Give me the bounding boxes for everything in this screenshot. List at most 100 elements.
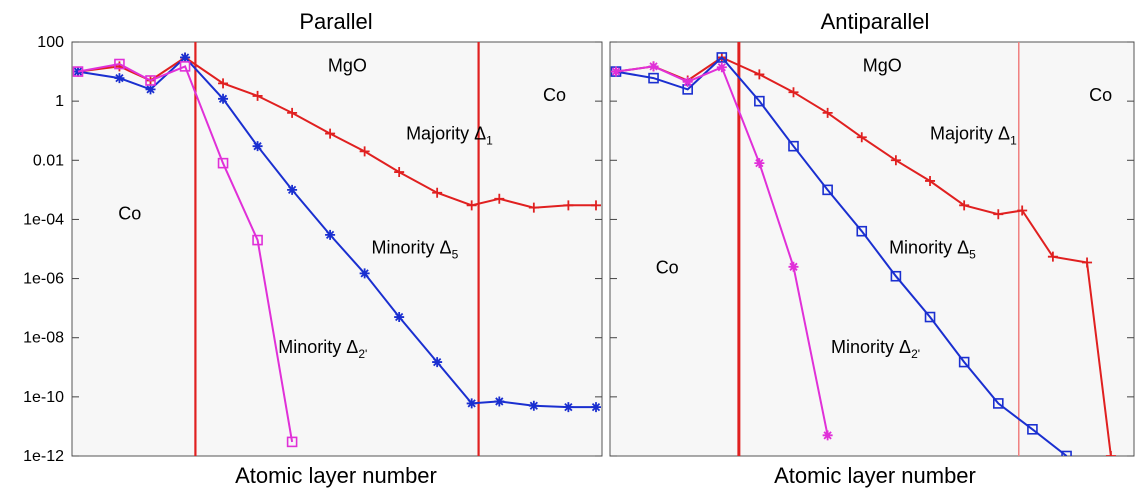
data-point [179, 61, 191, 72]
data-point [466, 200, 477, 211]
x-axis-label: Atomic layer number [235, 463, 437, 488]
series-line [615, 56, 1068, 456]
series-line [77, 62, 294, 443]
data-point [218, 93, 229, 104]
data-point [682, 76, 693, 87]
panel-1: Antiparallel Atomic layer number MgO Co Co Ma… [609, 9, 1135, 488]
panel-0: Parallel Atomic layer number 100 1 0.01 1e-04… [23, 9, 603, 488]
data-point [145, 84, 156, 95]
y-tick-label: 1e-04 [23, 211, 64, 228]
data-point [754, 95, 765, 107]
data-point [648, 61, 659, 72]
data-point [591, 402, 601, 413]
data-point [218, 78, 229, 89]
y-tick-label: 1e-06 [23, 271, 64, 288]
data-point [494, 396, 505, 407]
series-label: Minority Δ2' [831, 337, 920, 361]
data-point [252, 90, 263, 101]
data-point [359, 268, 370, 279]
data-point [822, 430, 833, 441]
data-point [494, 193, 505, 204]
data-point [252, 234, 263, 246]
data-point [1027, 423, 1038, 435]
data-point [992, 398, 1004, 409]
series-label: Minority Δ5 [372, 238, 459, 262]
data-point [1017, 205, 1028, 216]
data-point [287, 107, 298, 118]
series-2 [611, 61, 833, 441]
data-point [359, 146, 370, 157]
data-point [145, 75, 156, 86]
plot-area [609, 41, 1135, 457]
y-tick-label: 1e-12 [23, 448, 64, 465]
data-point [72, 66, 84, 77]
data-point [528, 202, 539, 213]
data-point [325, 229, 336, 240]
data-point [754, 158, 765, 169]
data-point [563, 402, 574, 413]
data-point [528, 400, 539, 411]
data-point [959, 200, 970, 211]
data-point [924, 311, 936, 323]
data-point [890, 270, 902, 282]
data-point [252, 141, 263, 152]
region-label: MgO [863, 56, 902, 76]
data-point [325, 128, 336, 139]
data-point [925, 175, 936, 186]
data-point [890, 155, 901, 166]
data-point [1047, 251, 1058, 262]
data-point [822, 107, 833, 118]
chart-title: Antiparallel [821, 9, 930, 34]
data-point [788, 87, 799, 98]
data-point [1082, 257, 1093, 268]
data-point [1105, 451, 1116, 456]
series-line [77, 56, 596, 209]
series-line [615, 56, 1112, 456]
data-point [432, 187, 443, 198]
region-label: Co [118, 203, 141, 223]
data-point [1061, 450, 1072, 456]
data-point [114, 58, 125, 70]
data-point [563, 200, 574, 211]
data-point [754, 69, 765, 80]
series-2 [72, 58, 298, 448]
y-tick-label: 1e-10 [23, 389, 64, 406]
data-point [180, 52, 191, 63]
data-point [648, 72, 659, 84]
region-label: Co [1089, 85, 1112, 105]
data-point [788, 261, 799, 272]
data-point [958, 356, 970, 368]
plot-area [71, 41, 603, 457]
data-point [993, 209, 1004, 220]
series-label: Majority Δ1 [930, 124, 1017, 148]
data-point [287, 184, 298, 195]
data-point [394, 167, 405, 178]
y-tick-label: 100 [37, 34, 64, 51]
data-point [466, 398, 477, 409]
region-label: Co [656, 257, 679, 277]
data-point [856, 225, 868, 237]
series-label: Minority Δ2' [278, 337, 367, 361]
data-point [788, 140, 799, 152]
data-point [611, 66, 621, 77]
x-axis-label: Atomic layer number [774, 463, 976, 488]
y-tick-label: 0.01 [33, 152, 64, 169]
y-tick-label: 1e-08 [23, 330, 64, 347]
data-point [394, 312, 405, 323]
region-label: Co [543, 85, 566, 105]
data-point [286, 436, 298, 448]
region-label: MgO [328, 56, 367, 76]
data-point [716, 62, 727, 73]
data-point [856, 132, 867, 143]
data-point [822, 184, 833, 196]
chart-title: Parallel [299, 9, 372, 34]
data-point [114, 73, 125, 84]
series-0 [611, 52, 1116, 456]
series-label: Majority Δ1 [406, 124, 493, 148]
y-tick-label: 1 [55, 93, 64, 110]
data-point [591, 200, 601, 211]
series-label: Minority Δ5 [889, 238, 976, 262]
data-point [432, 357, 443, 368]
data-point [217, 157, 229, 169]
